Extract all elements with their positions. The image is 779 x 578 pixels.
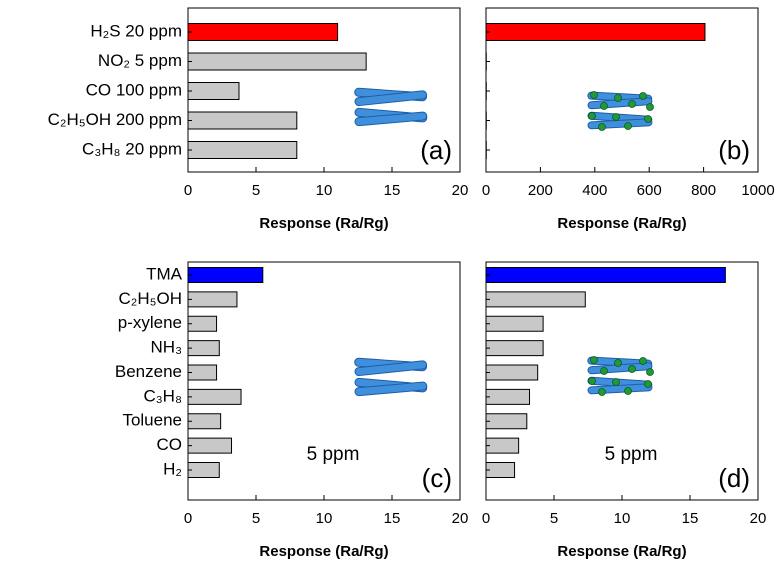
bar (187, 340, 220, 357)
x-tick-label: 15 (384, 510, 401, 527)
bar (485, 315, 544, 332)
x-axis-label: Response (Ra/Rg) (557, 215, 686, 232)
plot-frame (485, 7, 759, 173)
category-label: CO 100 ppm (86, 80, 182, 99)
bar (485, 364, 539, 381)
bar (485, 291, 586, 308)
panel-label: (b) (718, 135, 750, 165)
x-axis-label: Response (Ra/Rg) (259, 215, 388, 232)
plot-frame (187, 7, 461, 173)
x-tick-label: 10 (316, 510, 333, 527)
bar (187, 437, 233, 454)
x-axis-label: Response (Ra/Rg) (259, 543, 388, 560)
bar (187, 23, 339, 41)
annotation: 5 ppm (307, 444, 360, 465)
bar (187, 388, 242, 405)
x-axis-label: Response (Ra/Rg) (557, 543, 686, 560)
bar (187, 315, 218, 332)
x-tick-label: 800 (691, 182, 716, 199)
category-label: NO₂ 5 ppm (98, 51, 182, 70)
bar (485, 462, 516, 478)
x-tick-label: 0 (482, 182, 490, 199)
category-label: p-xylene (118, 313, 182, 332)
category-label: C₃H₈ 20 ppm (82, 139, 182, 158)
bar (187, 82, 240, 100)
x-tick-label: 15 (682, 510, 699, 527)
plot-frame (485, 261, 759, 501)
x-tick-label: 5 (550, 510, 558, 527)
x-tick-label: 20 (452, 510, 469, 527)
bar (187, 291, 238, 308)
x-tick-label: 15 (384, 182, 401, 199)
bar (187, 364, 218, 381)
bar (485, 437, 520, 454)
x-tick-label: 20 (750, 510, 767, 527)
x-tick-label: 0 (184, 510, 192, 527)
bar (485, 388, 531, 405)
x-tick-label: 20 (452, 182, 469, 199)
category-label: Benzene (115, 362, 182, 381)
bar (485, 413, 528, 430)
category-label: NH₃ (151, 338, 182, 357)
x-tick-label: 10 (614, 510, 631, 527)
x-tick-label: 1000 (741, 182, 774, 199)
decorated-nanorod-icon (587, 91, 654, 131)
category-label: C₂H₅OH (118, 289, 182, 308)
category-label: H₂S 20 ppm (90, 21, 182, 40)
bar (485, 267, 726, 283)
x-tick-label: 10 (316, 182, 333, 199)
bar (485, 340, 544, 357)
annotation: 5 ppm (605, 444, 658, 465)
x-tick-label: 200 (528, 182, 553, 199)
decorated-nanorod-icon (587, 356, 654, 396)
x-tick-label: 600 (637, 182, 662, 199)
bar (187, 111, 298, 130)
x-tick-label: 400 (582, 182, 607, 199)
x-tick-label: 0 (184, 182, 192, 199)
nanorod-icon (354, 357, 428, 397)
bar (187, 52, 367, 71)
category-label: C₃H₈ (143, 386, 182, 405)
bar (187, 462, 220, 478)
bar (187, 267, 264, 283)
x-tick-label: 5 (252, 510, 260, 527)
panel-label: (d) (718, 463, 750, 493)
panel-label: (a) (420, 135, 452, 165)
plot-frame (187, 261, 461, 501)
category-label: H₂ (163, 459, 182, 478)
x-tick-label: 5 (252, 182, 260, 199)
nanorod-icon (354, 87, 428, 127)
bar (187, 413, 222, 430)
category-label: Toluene (122, 411, 182, 430)
panel-label: (c) (422, 463, 452, 493)
bar (485, 23, 706, 41)
category-label: TMA (146, 264, 183, 283)
category-label: CO (157, 435, 183, 454)
bar (187, 141, 298, 159)
x-tick-label: 0 (482, 510, 490, 527)
category-label: C₂H₅OH 200 ppm (48, 110, 182, 129)
